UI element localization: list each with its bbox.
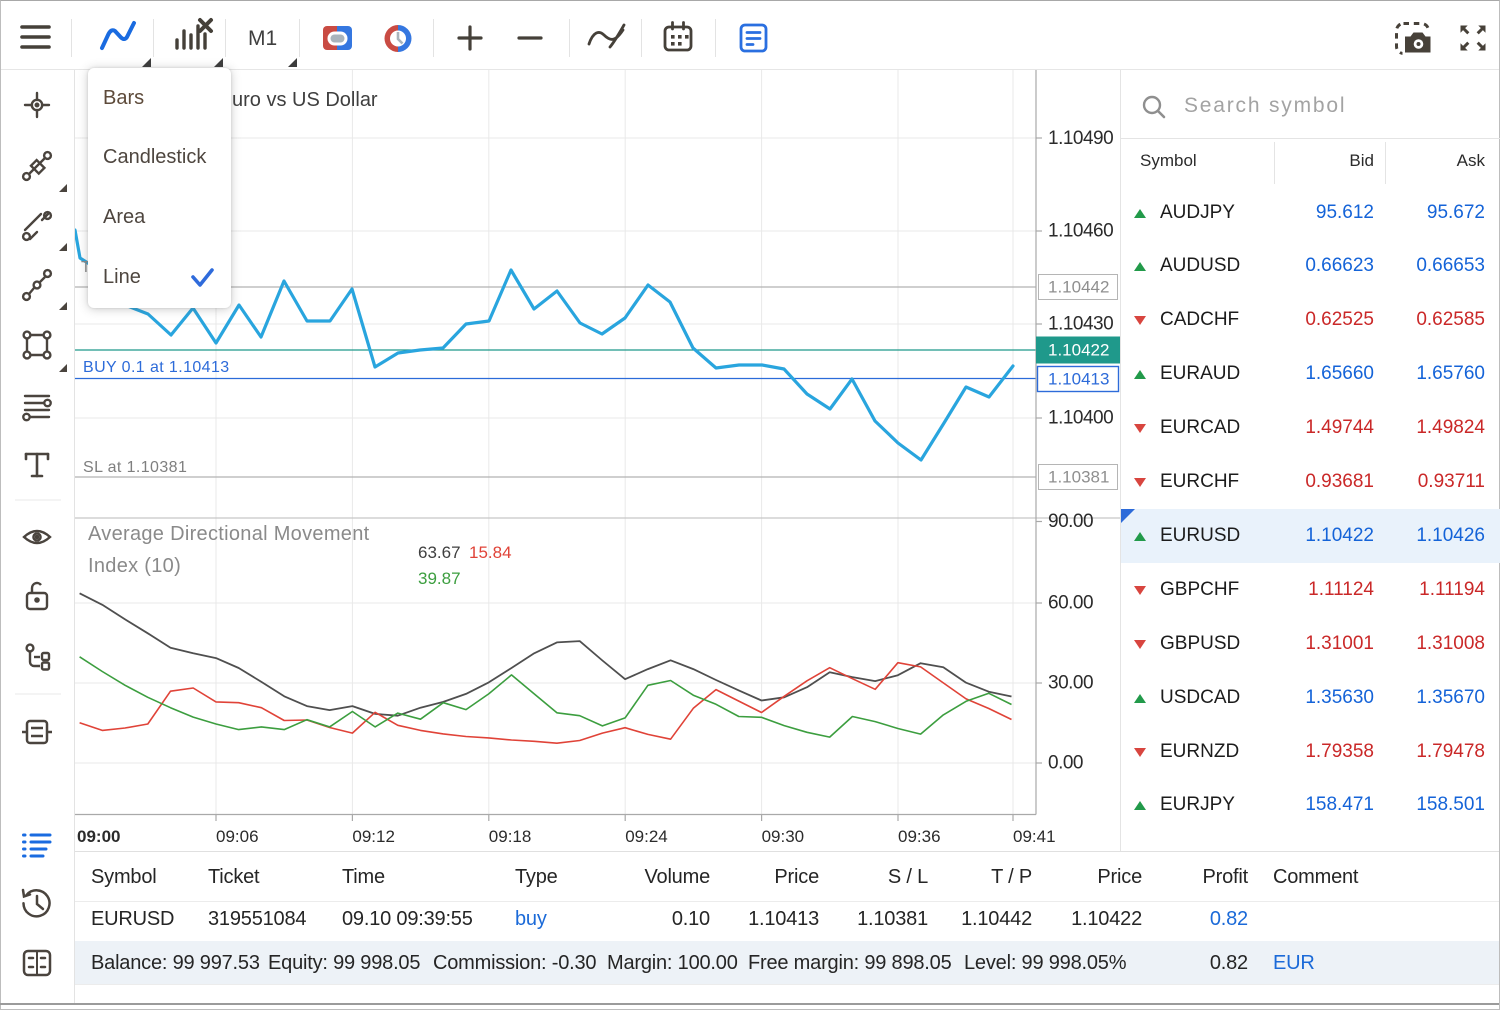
svg-text:M1: M1 [248,27,277,50]
svg-text:1.10430: 1.10430 [1048,314,1113,335]
svg-text:uro vs US Dollar: uro vs US Dollar [232,89,378,111]
svg-text:SL at 1.10381: SL at 1.10381 [83,459,187,476]
svg-text:Index (10): Index (10) [88,555,181,577]
svg-text:09:06: 09:06 [216,827,259,846]
svg-text:09:18: 09:18 [489,827,532,846]
svg-text:63.67: 63.67 [418,543,461,562]
svg-text:1.10413: 1.10413 [1048,370,1109,389]
svg-text:1.10381: 1.10381 [1048,468,1109,487]
svg-text:60.00: 60.00 [1048,593,1093,614]
svg-text:1.10422: 1.10422 [1048,341,1109,360]
svg-text:0.00: 0.00 [1048,753,1083,774]
svg-text:09:36: 09:36 [898,827,941,846]
svg-text:90.00: 90.00 [1048,511,1093,532]
svg-text:BUY 0.1 at 1.10413: BUY 0.1 at 1.10413 [83,359,230,376]
svg-text:30.00: 30.00 [1048,673,1093,694]
svg-text:1.10490: 1.10490 [1048,128,1113,149]
svg-text:1.10442: 1.10442 [1048,278,1109,297]
svg-text:15.84: 15.84 [469,543,512,562]
svg-text:Average Directional Movement: Average Directional Movement [88,523,370,545]
svg-text:39.87: 39.87 [418,569,461,588]
svg-text:1.10400: 1.10400 [1048,408,1113,429]
svg-text:09:24: 09:24 [625,827,668,846]
svg-text:09:30: 09:30 [762,827,805,846]
svg-text:1.10460: 1.10460 [1048,221,1113,242]
svg-text:09:41: 09:41 [1013,827,1056,846]
svg-text:09:00: 09:00 [77,827,120,846]
svg-text:09:12: 09:12 [352,827,395,846]
